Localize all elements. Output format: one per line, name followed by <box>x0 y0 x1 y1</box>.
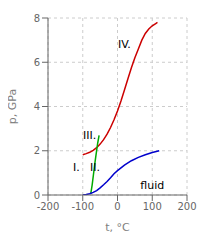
svg-text:6: 6 <box>34 57 40 68</box>
svg-text:-100: -100 <box>71 201 94 212</box>
svg-text:4: 4 <box>34 101 40 112</box>
svg-text:I.: I. <box>73 161 80 174</box>
svg-text:2: 2 <box>34 145 40 156</box>
svg-text:p, GPa: p, GPa <box>8 89 19 124</box>
svg-text:t, °C: t, °C <box>105 221 130 233</box>
svg-text:100: 100 <box>143 201 162 212</box>
svg-text:III.: III. <box>83 129 96 142</box>
svg-text:0: 0 <box>114 201 120 212</box>
svg-text:0: 0 <box>34 190 40 201</box>
svg-text:8: 8 <box>34 13 40 24</box>
svg-text:-200: -200 <box>37 201 60 212</box>
svg-text:IV.: IV. <box>118 38 131 51</box>
svg-text:II.: II. <box>90 161 100 174</box>
svg-text:fluid: fluid <box>140 179 164 192</box>
svg-text:200: 200 <box>177 201 196 212</box>
